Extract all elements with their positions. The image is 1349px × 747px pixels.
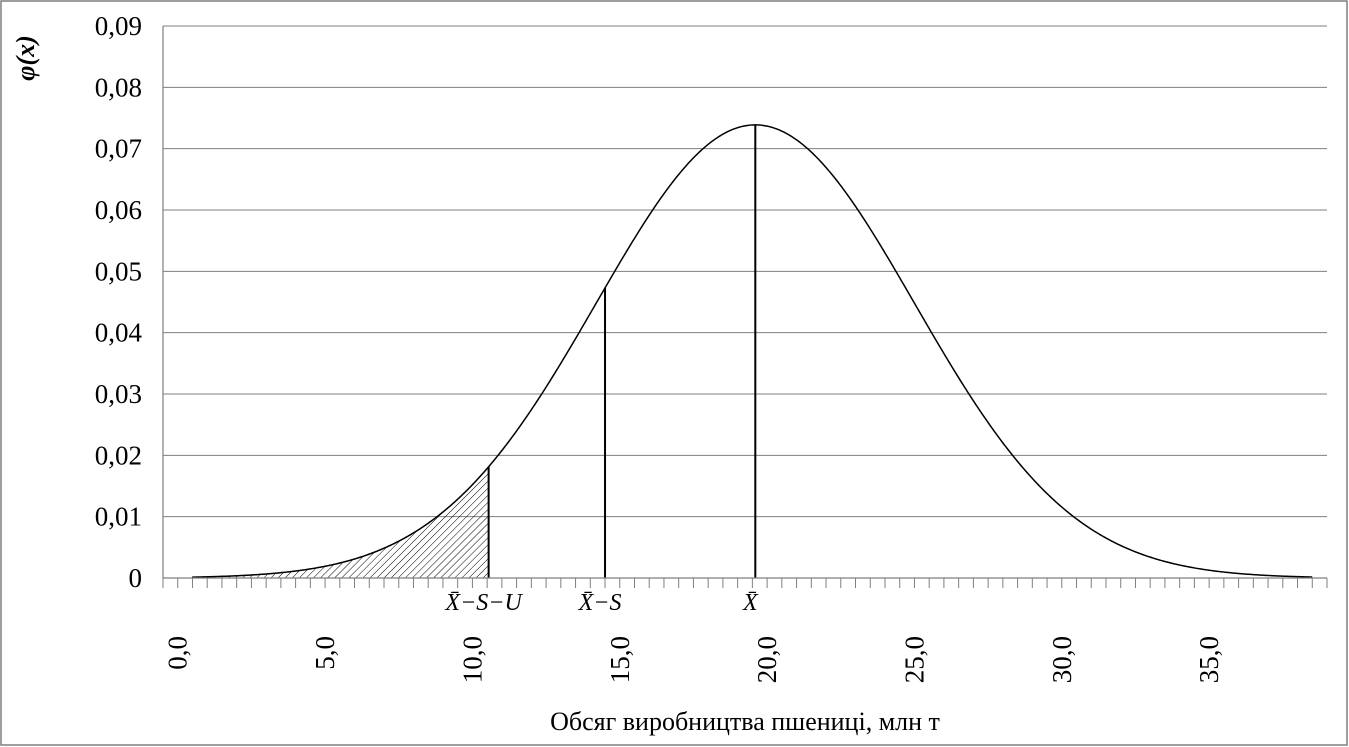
marker-label: X̄ bbox=[742, 590, 759, 616]
y-tick-label: 0,04 bbox=[95, 318, 143, 348]
marker-label: X̄−S−U bbox=[444, 590, 523, 616]
x-tick-label: 0,0 bbox=[163, 636, 193, 670]
y-axis-label: φ(x) bbox=[11, 35, 40, 81]
y-tick-label: 0 bbox=[129, 563, 143, 593]
x-tick-label: 15,0 bbox=[605, 636, 635, 683]
y-tick-label: 0,08 bbox=[95, 72, 142, 102]
x-tick-labels: 0,0 5,0 10,0 15,0 20,0 25,0 30,0 35,0 bbox=[163, 636, 1224, 683]
marker-lines bbox=[487, 124, 757, 578]
y-tick-label: 0,09 bbox=[95, 11, 142, 41]
y-tick-label: 0,02 bbox=[95, 440, 142, 470]
x-axis-label: Обсяг виробництва пшениці, млн т bbox=[550, 707, 940, 736]
y-tick-label: 0,06 bbox=[95, 195, 142, 225]
density-curve bbox=[192, 124, 1313, 578]
x-tick-label: 25,0 bbox=[899, 636, 929, 683]
gridlines bbox=[163, 25, 1327, 518]
y-tick-label: 0,03 bbox=[95, 379, 142, 409]
y-tick-labels: 0 0,01 0,02 0,03 0,04 0,05 0,06 0,07 0,08 0,09 bbox=[95, 11, 143, 593]
x-tick-label: 30,0 bbox=[1047, 636, 1077, 683]
axes bbox=[162, 26, 1328, 588]
density-curve-group bbox=[192, 124, 1313, 578]
marker-label: X̄−S bbox=[578, 590, 622, 616]
y-tick-label: 0,07 bbox=[95, 134, 142, 164]
marker-labels: X̄−S−U X̄−S X̄ bbox=[444, 590, 759, 616]
x-tick-label: 20,0 bbox=[752, 636, 782, 683]
y-tick-label: 0,05 bbox=[95, 256, 142, 286]
x-tick-label: 10,0 bbox=[457, 636, 487, 683]
y-tick-label: 0,01 bbox=[95, 502, 142, 532]
x-tick-label: 35,0 bbox=[1194, 636, 1224, 683]
x-tick-label: 5,0 bbox=[310, 636, 340, 670]
